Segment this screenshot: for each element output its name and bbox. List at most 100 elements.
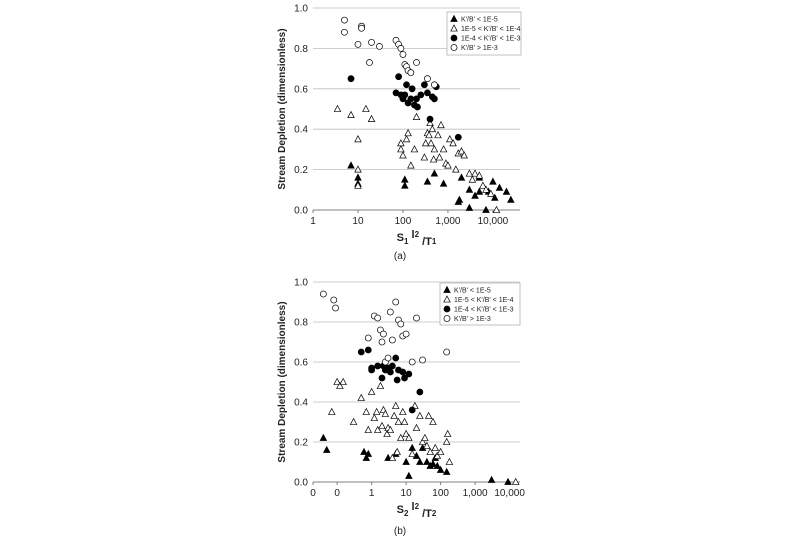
data-point bbox=[374, 362, 382, 370]
data-point bbox=[424, 89, 431, 97]
legend-marker bbox=[443, 295, 451, 303]
data-point bbox=[424, 75, 431, 83]
data-point bbox=[482, 205, 490, 213]
legend-marker bbox=[450, 24, 458, 32]
data-point bbox=[434, 130, 442, 139]
data-point bbox=[357, 348, 365, 356]
data-point bbox=[354, 135, 362, 143]
data-point bbox=[376, 381, 385, 389]
data-point bbox=[455, 195, 464, 203]
x-axis-label: S2 l2 /T2 bbox=[397, 501, 437, 520]
data-point bbox=[392, 298, 400, 306]
data-point bbox=[471, 191, 479, 199]
data-point bbox=[452, 165, 460, 173]
legend-label: K'/B' > 1E-3 bbox=[454, 316, 491, 323]
data-point bbox=[419, 356, 426, 364]
data-point bbox=[319, 290, 327, 298]
data-point bbox=[416, 411, 424, 419]
data-point bbox=[384, 354, 392, 362]
data-point bbox=[426, 447, 435, 455]
data-point bbox=[437, 120, 445, 129]
data-point bbox=[408, 443, 416, 451]
data-point bbox=[416, 457, 424, 465]
data-point bbox=[405, 433, 413, 441]
data-point bbox=[396, 433, 405, 441]
data-point bbox=[401, 181, 409, 189]
data-point bbox=[433, 461, 442, 469]
caption-a: (a) bbox=[394, 251, 406, 262]
data-point bbox=[399, 151, 407, 159]
data-point bbox=[430, 169, 439, 177]
data-point bbox=[362, 453, 371, 461]
data-point bbox=[388, 336, 396, 344]
data-point bbox=[392, 354, 400, 362]
data-point bbox=[428, 124, 437, 133]
y-tick-label: 0.4 bbox=[294, 398, 308, 409]
data-point bbox=[426, 115, 434, 123]
data-point bbox=[418, 437, 427, 445]
data-point bbox=[429, 417, 437, 425]
legend-marker bbox=[443, 305, 451, 313]
series-2 bbox=[357, 346, 424, 414]
data-point bbox=[402, 330, 410, 338]
data-point bbox=[394, 417, 403, 425]
data-point bbox=[507, 195, 515, 203]
data-point bbox=[468, 175, 477, 183]
legend-label: K'/B' > 1E-3 bbox=[461, 45, 498, 52]
data-point bbox=[390, 411, 398, 419]
caption-b: (b) bbox=[394, 526, 406, 537]
y-tick-label: 0.8 bbox=[294, 318, 308, 329]
data-point bbox=[465, 203, 474, 211]
data-point bbox=[460, 151, 468, 159]
x-tick-label: 1 bbox=[310, 216, 316, 227]
data-point bbox=[319, 433, 328, 441]
data-point bbox=[408, 85, 416, 93]
series-3 bbox=[319, 290, 451, 366]
data-point bbox=[401, 91, 409, 99]
x-tick-label: 0 bbox=[334, 488, 340, 499]
data-point bbox=[336, 381, 344, 389]
data-point bbox=[378, 338, 386, 346]
chart-panel-b: 0.0 0.2 0.4 0.6 0.8 1.0 0 0 1 10 100 1,000 10,000 Str… bbox=[277, 278, 525, 521]
data-point bbox=[403, 81, 410, 89]
data-point bbox=[487, 189, 495, 197]
y-tick-label: 0.6 bbox=[294, 358, 308, 369]
data-point bbox=[341, 28, 348, 36]
data-point bbox=[357, 393, 366, 401]
x-axis-label: S1 l2 /T1 bbox=[397, 229, 437, 248]
data-point bbox=[347, 161, 355, 169]
data-point bbox=[475, 171, 484, 179]
series-3 bbox=[341, 16, 438, 89]
y-tick-label: 0.6 bbox=[294, 84, 308, 95]
data-point bbox=[347, 110, 355, 118]
data-point bbox=[404, 128, 412, 137]
legend-label: 1E-5 < K'/B' < 1E-4 bbox=[461, 26, 521, 33]
data-point bbox=[491, 193, 499, 201]
legend-marker bbox=[450, 14, 458, 22]
data-point bbox=[442, 467, 451, 475]
legend-box bbox=[446, 11, 522, 56]
data-point bbox=[423, 441, 431, 449]
legend-label: K'/B' < 1E-5 bbox=[461, 17, 498, 24]
data-point bbox=[397, 45, 405, 52]
data-point bbox=[373, 425, 382, 433]
data-point bbox=[354, 173, 362, 181]
data-point bbox=[482, 185, 490, 193]
chart-panel-a: 0.0 0.2 0.4 0.6 0.8 1.0 1 10 100 1,000 10,000 Strea… bbox=[277, 4, 522, 248]
x-tick-label: 0 bbox=[310, 488, 316, 499]
legend: K'/B' < 1E-5 1E-5 < K'/B' < 1E-4 1E-4 < K'… bbox=[446, 11, 522, 56]
data-point bbox=[370, 413, 379, 421]
x-tick-label: 1,000 bbox=[435, 216, 460, 227]
legend: K'/B' < 1E-5 1E-5 < K'/B' < 1E-4 1E-4 < K'… bbox=[439, 282, 521, 326]
data-point bbox=[436, 465, 445, 473]
legend-marker bbox=[450, 34, 458, 42]
data-point bbox=[413, 59, 420, 66]
data-point bbox=[445, 457, 454, 465]
data-point bbox=[405, 370, 413, 378]
data-point bbox=[358, 24, 365, 32]
data-point bbox=[413, 95, 420, 103]
data-point bbox=[436, 447, 445, 455]
data-point bbox=[439, 179, 448, 187]
series-1 bbox=[327, 377, 520, 485]
